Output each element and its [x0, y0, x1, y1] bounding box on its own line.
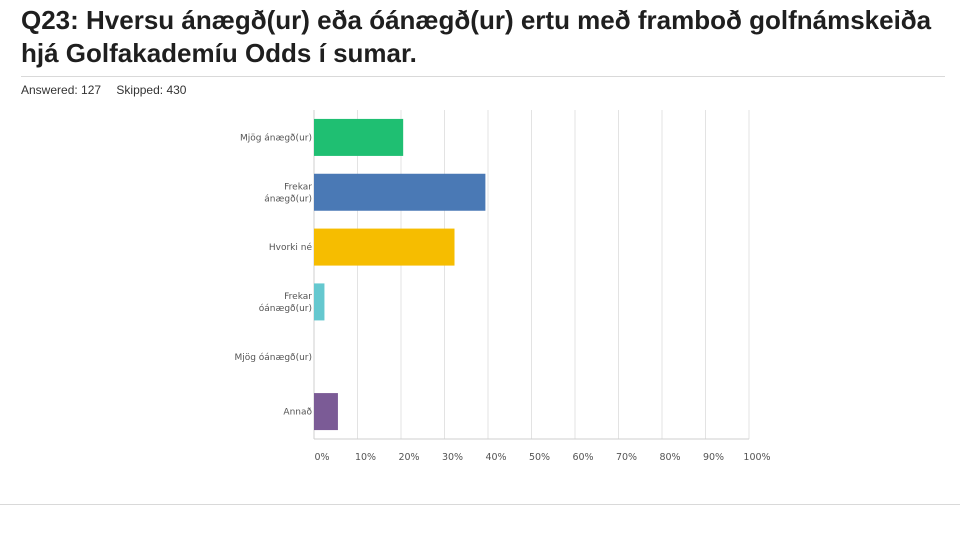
category-label: ánægð(ur): [264, 194, 312, 204]
category-label: Annað: [283, 408, 312, 418]
title-divider: [21, 76, 945, 77]
bar: [314, 228, 455, 266]
category-label: Frekar: [284, 292, 312, 302]
x-tick-label: 0%: [314, 452, 329, 463]
x-tick-label: 30%: [442, 452, 463, 463]
x-tick-label: 80%: [659, 452, 680, 463]
x-tick-label: 40%: [485, 452, 506, 463]
answered-count: Answered: 127: [21, 83, 102, 97]
category-label: Hvorki né: [269, 242, 313, 253]
x-tick-label: 70%: [616, 452, 637, 463]
bar: [314, 283, 325, 321]
category-label: Mjög óánægð(ur): [234, 352, 312, 363]
x-tick-label: 60%: [572, 452, 593, 463]
category-label: Mjög ánægð(ur): [240, 133, 312, 143]
footer-divider: [0, 504, 960, 505]
category-label: Frekar: [284, 182, 312, 192]
skipped-count: Skipped: 430: [116, 83, 187, 97]
bar: [314, 393, 338, 431]
category-label: óánægð(ur): [259, 303, 312, 314]
bar: [314, 118, 404, 156]
x-tick-label: 50%: [529, 452, 550, 463]
x-tick-label: 20%: [398, 452, 419, 463]
question-title: Q23: Hversu ánægð(ur) eða óánægð(ur) ert…: [21, 5, 932, 68]
x-tick-label: 10%: [355, 452, 376, 463]
response-stats: Answered: 127 Skipped: 430: [21, 83, 198, 97]
x-tick-label: 100%: [743, 452, 770, 463]
bar: [314, 173, 486, 211]
x-tick-label: 90%: [703, 452, 724, 463]
